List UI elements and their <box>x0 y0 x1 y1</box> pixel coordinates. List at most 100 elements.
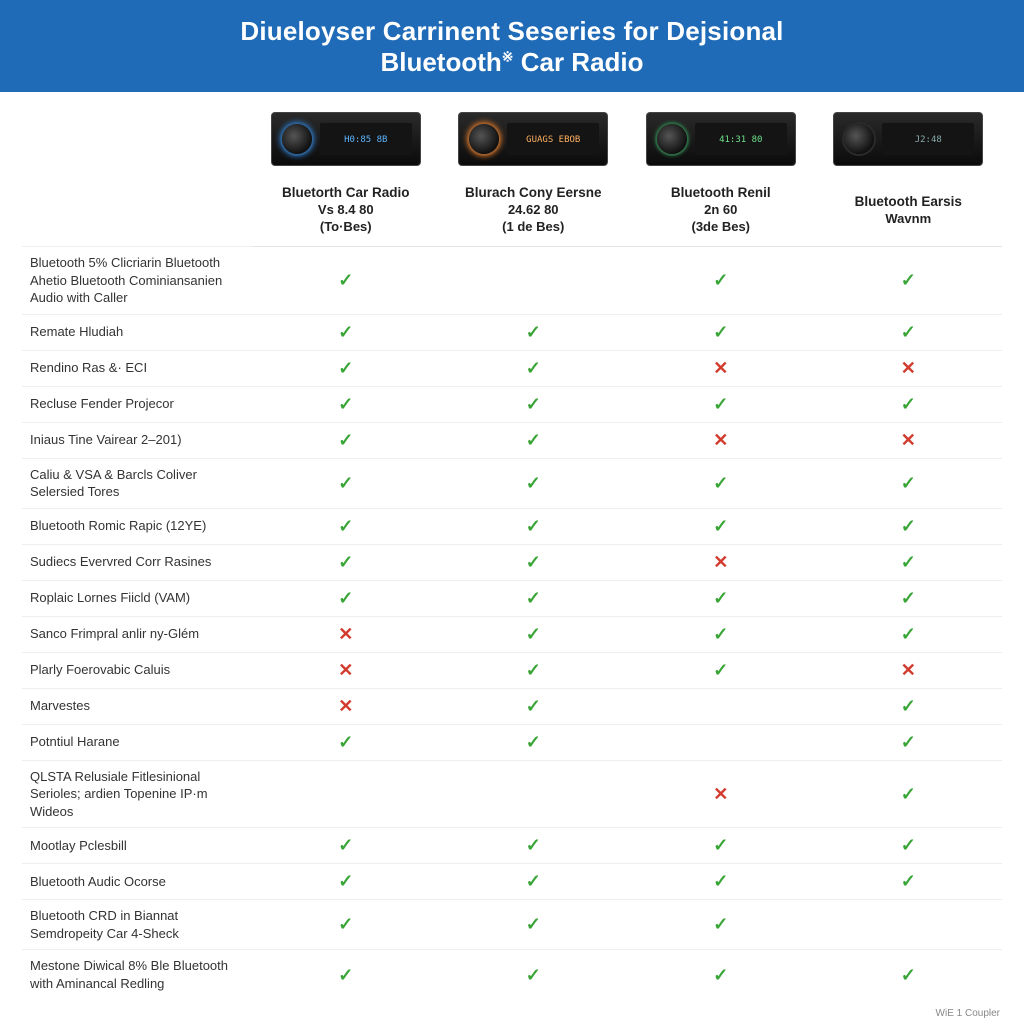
feature-cell: ✕ <box>815 350 1003 386</box>
product-header: Bluetorth Car Radio Vs 8.4 80 (To·Bes) <box>252 179 440 247</box>
feature-label: Plarly Foerovabic Caluis <box>22 652 252 688</box>
product-name: Bluetorth Car Radio <box>282 185 410 200</box>
feature-cell: ✓ <box>252 458 440 508</box>
table-row: Bluetooth Romic Rapic (12YE)✓✓✓✓ <box>22 508 1002 544</box>
feature-cell: ✓ <box>440 724 628 760</box>
feature-cell: ✓ <box>440 508 628 544</box>
check-icon: ✓ <box>526 430 541 451</box>
product-sub1: 2n 60 <box>635 202 807 217</box>
feature-cell: ✓ <box>815 580 1003 616</box>
table-row: Bluetooth Audic Ocorse✓✓✓✓ <box>22 864 1002 900</box>
check-icon: ✓ <box>526 322 541 343</box>
product-header: Blurach Cony Eersne24.62 80(1 de Bes) <box>440 179 628 247</box>
check-icon: ✓ <box>901 270 916 291</box>
table-row: Recluse Fender Projecor✓✓✓✓ <box>22 386 1002 422</box>
feature-cell: ✓ <box>252 350 440 386</box>
table-row: Plarly Foerovabic Caluis✕✓✓✕ <box>22 652 1002 688</box>
table-row: Sudiecs Evervred Corr Rasines✓✓✕✓ <box>22 544 1002 580</box>
check-icon: ✓ <box>338 835 353 856</box>
feature-cell: ✓ <box>627 950 815 1000</box>
feature-cell: ✓ <box>252 864 440 900</box>
table-row: Iniaus Tine Vairear 2–201)✓✓✕✕ <box>22 422 1002 458</box>
feature-cell: ✓ <box>815 247 1003 315</box>
feature-cell <box>627 724 815 760</box>
feature-label: Rendino Ras &· ECI <box>22 350 252 386</box>
check-icon: ✓ <box>526 394 541 415</box>
feature-cell: ✓ <box>440 544 628 580</box>
check-icon: ✓ <box>713 473 728 494</box>
check-icon: ✓ <box>338 588 353 609</box>
feature-cell: ✕ <box>815 422 1003 458</box>
feature-cell: ✕ <box>252 652 440 688</box>
check-icon: ✓ <box>713 914 728 935</box>
product-sub1: Wavnm <box>823 211 995 226</box>
cross-icon: ✕ <box>338 624 353 645</box>
check-icon: ✓ <box>526 660 541 681</box>
check-icon: ✓ <box>901 516 916 537</box>
comparison-table-wrap: H0:85 8B GUAGS EBOB 41:31 80 J2:48 Bluet… <box>0 92 1024 1004</box>
check-icon: ✓ <box>338 965 353 986</box>
feature-label: Sanco Frimpral anlir ny-Glém <box>22 616 252 652</box>
radio-display: J2:48 <box>882 123 974 155</box>
feature-cell: ✕ <box>627 760 815 828</box>
check-icon: ✓ <box>713 270 728 291</box>
table-row: Caliu & VSA & Barcls Coliver Selersied T… <box>22 458 1002 508</box>
feature-cell: ✓ <box>252 508 440 544</box>
check-icon: ✓ <box>526 552 541 573</box>
feature-cell: ✓ <box>815 386 1003 422</box>
car-radio-image: 41:31 80 <box>646 112 796 166</box>
feature-cell: ✓ <box>627 900 815 950</box>
header-line2: Bluetooth※ Car Radio <box>20 47 1004 78</box>
feature-cell <box>440 760 628 828</box>
check-icon: ✓ <box>526 965 541 986</box>
product-name: Bluetooth Earsis <box>855 194 962 209</box>
check-icon: ✓ <box>338 473 353 494</box>
feature-cell: ✓ <box>815 760 1003 828</box>
footer-note: WiE 1 Coupler <box>0 1004 1024 1019</box>
feature-cell: ✓ <box>440 350 628 386</box>
product-sub2: (To·Bes) <box>260 219 432 234</box>
feature-cell: ✓ <box>440 386 628 422</box>
product-header: Bluetooth Earsis Wavnm <box>815 179 1003 247</box>
feature-cell <box>440 247 628 315</box>
feature-cell: ✓ <box>815 864 1003 900</box>
product-image-cell: H0:85 8B <box>252 106 440 179</box>
feature-cell: ✓ <box>252 900 440 950</box>
table-row: Mestone Diwical 8% Ble Bluetooth with Am… <box>22 950 1002 1000</box>
cross-icon: ✕ <box>901 358 916 379</box>
product-header: Bluetooth Renil2n 60(3de Bes) <box>627 179 815 247</box>
cross-icon: ✕ <box>338 660 353 681</box>
feature-cell <box>252 760 440 828</box>
product-image-row: H0:85 8B GUAGS EBOB 41:31 80 J2:48 <box>22 106 1002 179</box>
feature-cell: ✓ <box>627 828 815 864</box>
check-icon: ✓ <box>713 516 728 537</box>
feature-label: Marvestes <box>22 688 252 724</box>
feature-label: Potntiul Harane <box>22 724 252 760</box>
feature-label: Caliu & VSA & Barcls Coliver Selersied T… <box>22 458 252 508</box>
check-icon: ✓ <box>338 394 353 415</box>
check-icon: ✓ <box>901 835 916 856</box>
cross-icon: ✕ <box>713 552 728 573</box>
cross-icon: ✕ <box>901 430 916 451</box>
feature-cell: ✓ <box>440 828 628 864</box>
cross-icon: ✕ <box>338 696 353 717</box>
table-row: Bluetooth 5% Clicriarin Bluetooth Ahetio… <box>22 247 1002 315</box>
check-icon: ✓ <box>713 588 728 609</box>
check-icon: ✓ <box>338 270 353 291</box>
check-icon: ✓ <box>338 516 353 537</box>
feature-cell <box>815 900 1003 950</box>
check-icon: ✓ <box>713 835 728 856</box>
product-sub1: Vs 8.4 80 <box>260 202 432 217</box>
check-icon: ✓ <box>526 516 541 537</box>
feature-cell: ✓ <box>440 688 628 724</box>
feature-label: Bluetooth CRD in Biannat Semdropeity Car… <box>22 900 252 950</box>
feature-cell: ✓ <box>252 247 440 315</box>
cross-icon: ✕ <box>901 660 916 681</box>
check-icon: ✓ <box>526 473 541 494</box>
feature-cell: ✓ <box>627 247 815 315</box>
feature-cell: ✓ <box>252 828 440 864</box>
check-icon: ✓ <box>713 871 728 892</box>
feature-cell: ✓ <box>815 616 1003 652</box>
feature-cell: ✕ <box>627 350 815 386</box>
check-icon: ✓ <box>338 552 353 573</box>
